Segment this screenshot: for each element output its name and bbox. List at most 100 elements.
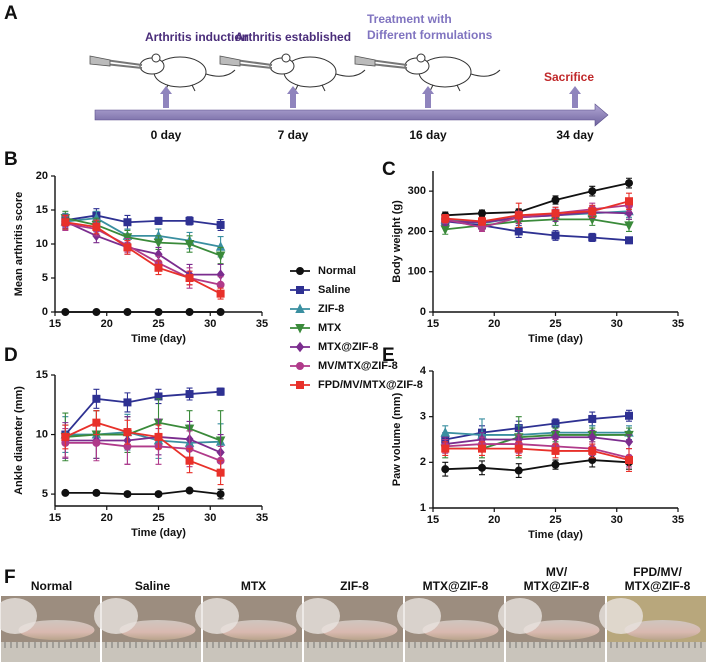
data-point (185, 307, 194, 316)
photo-label: Saline (135, 579, 171, 593)
data-point (551, 460, 560, 469)
legend-marker (295, 323, 305, 334)
data-point (92, 418, 101, 427)
rat-icon (354, 53, 501, 92)
y-tick-label: 200 (408, 225, 426, 237)
photo (599, 596, 706, 662)
ruler (102, 642, 201, 662)
x-axis-label: Time (day) (131, 527, 186, 539)
series-line (445, 443, 630, 459)
data-point (551, 209, 560, 218)
ruler (405, 642, 504, 662)
x-tick-label: 35 (256, 318, 268, 330)
x-tick-label: 25 (549, 318, 561, 330)
data-point (624, 221, 634, 231)
time-marker (287, 86, 299, 108)
series-line (64, 390, 221, 436)
x-tick-label: 30 (611, 514, 623, 526)
legend-label: FPD/MV/MTX@ZIF-8 (318, 379, 423, 391)
series-line (445, 434, 629, 450)
data-point (154, 490, 163, 499)
data-point (551, 196, 560, 205)
x-tick-label: 30 (204, 512, 216, 524)
series-line (65, 214, 221, 226)
data-point (185, 216, 194, 225)
paw (220, 620, 297, 640)
x-tick-label: 35 (672, 318, 684, 330)
data-point (215, 251, 226, 262)
ruler (506, 642, 605, 662)
series-line (445, 204, 630, 229)
y-tick-label: 5 (42, 488, 48, 500)
data-point (588, 414, 597, 423)
data-point (514, 466, 523, 475)
y-tick-label: 300 (408, 185, 426, 197)
data-point (441, 214, 450, 223)
legend-label: MTX@ZIF-8 (318, 341, 378, 353)
photo (296, 596, 403, 662)
photo-label: MTX@ZIF-8 (524, 579, 590, 593)
x-axis-label: Time (day) (528, 529, 583, 541)
series-line (445, 200, 630, 223)
time-marker (569, 86, 581, 108)
data-point (514, 211, 523, 220)
data-point (61, 307, 70, 316)
y-tick-label: 5 (42, 272, 48, 284)
legend-label: ZIF-8 (318, 303, 344, 315)
paw (18, 620, 95, 640)
x-axis-label: Time (day) (528, 333, 583, 345)
data-point (123, 218, 132, 227)
data-point (551, 446, 560, 455)
series-line (65, 489, 221, 495)
ruler (203, 642, 302, 662)
data-point (184, 239, 195, 250)
x-tick-label: 15 (49, 318, 61, 330)
rat-icon (219, 53, 366, 92)
data-point (624, 436, 634, 448)
data-point (61, 218, 70, 227)
photo-label: MV/ (546, 565, 568, 579)
data-point (123, 307, 132, 316)
data-point (216, 387, 225, 396)
data-point (216, 220, 225, 229)
data-point (514, 227, 523, 236)
series-line (445, 436, 630, 445)
series-line (445, 431, 629, 436)
photo-label: MTX (241, 579, 266, 593)
fur (498, 598, 542, 634)
x-tick-label: 25 (152, 512, 164, 524)
series-line (64, 421, 221, 474)
timeline-diagram: Arthritis induction Arthritis establishe… (89, 12, 609, 142)
fur (599, 598, 643, 634)
y-tick-label: 0 (42, 306, 48, 318)
rat-icon (89, 53, 236, 92)
day-label: 7 day (278, 128, 309, 142)
x-tick-label: 15 (427, 514, 439, 526)
series-line (65, 222, 221, 286)
x-tick-label: 20 (101, 512, 113, 524)
data-point (153, 238, 164, 249)
y-axis-label: Body weight (g) (391, 200, 403, 283)
series-line (445, 447, 630, 461)
data-point (154, 263, 163, 272)
series-line (64, 220, 221, 276)
legend-marker (295, 266, 304, 275)
data-point (122, 233, 133, 243)
x-tick-label: 25 (549, 514, 561, 526)
photo (195, 596, 302, 662)
data-point (477, 463, 486, 472)
series-line (445, 459, 630, 472)
panel-label: F (4, 567, 16, 588)
paw (119, 620, 196, 640)
data-point (477, 209, 486, 218)
data-point (154, 216, 163, 225)
fur (94, 598, 138, 634)
series-line (445, 220, 630, 242)
data-point (216, 307, 225, 316)
data-point (123, 398, 132, 407)
data-point (625, 411, 634, 420)
paw (422, 620, 499, 640)
data-point (61, 432, 70, 441)
photo-label: Normal (31, 579, 72, 593)
data-point (625, 456, 634, 465)
